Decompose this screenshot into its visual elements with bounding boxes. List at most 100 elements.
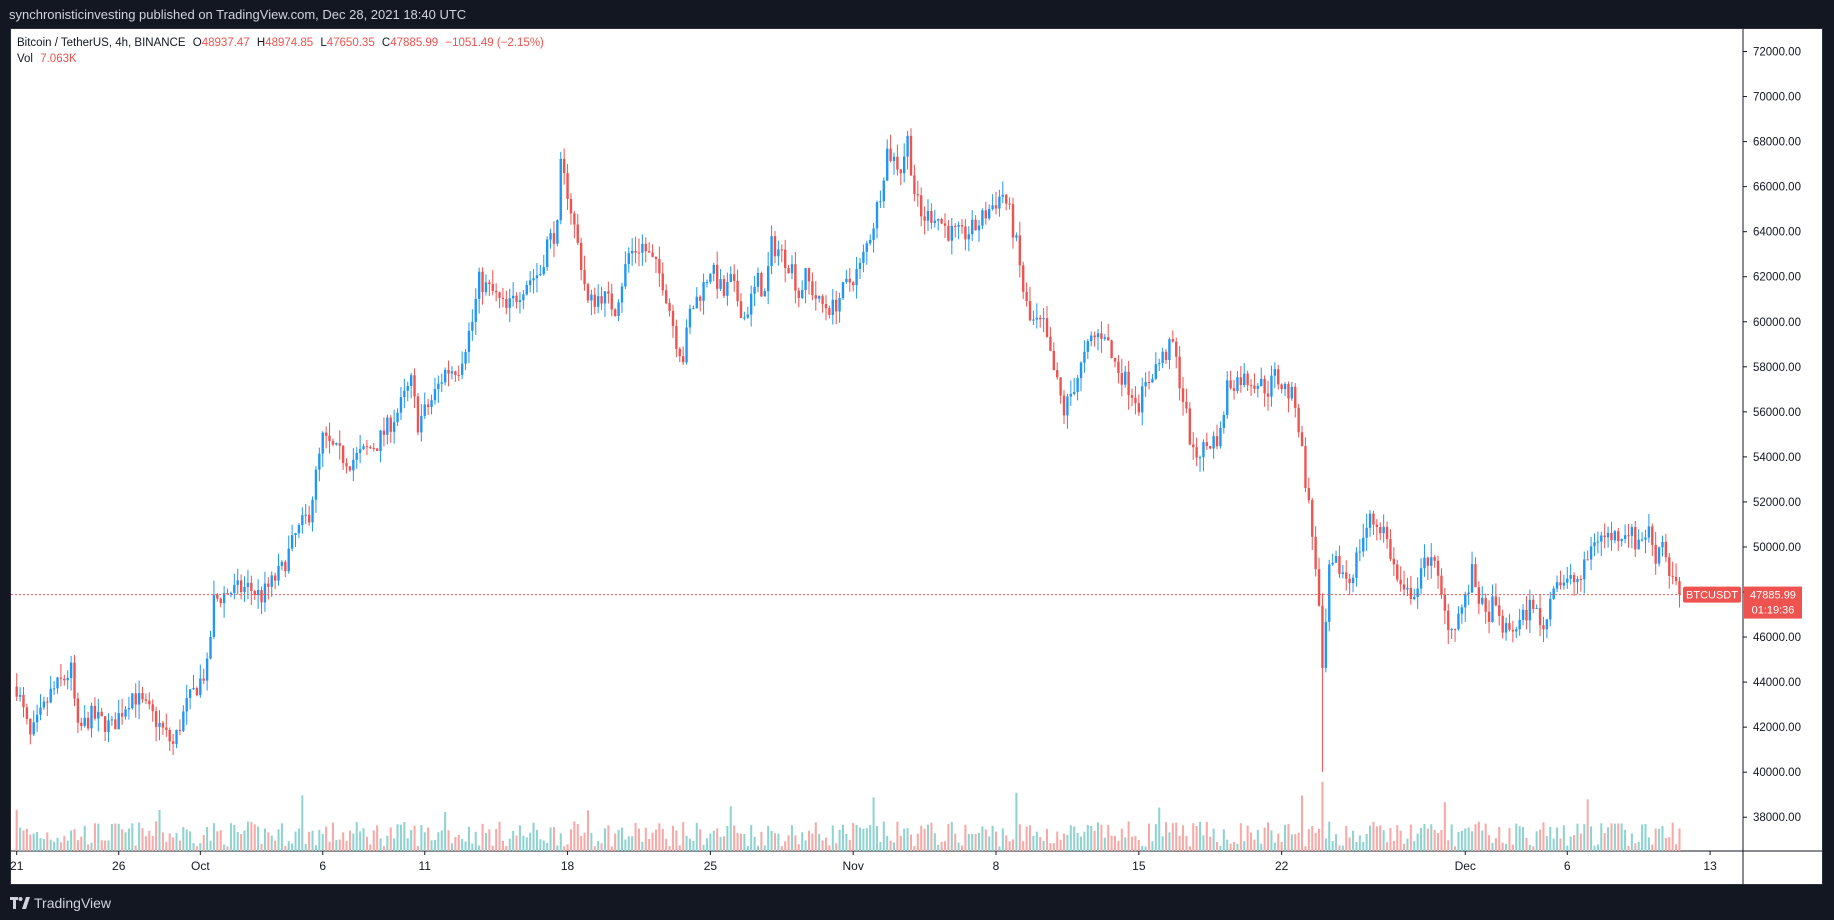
volume-bar bbox=[1610, 823, 1613, 851]
volume-bar bbox=[746, 845, 749, 851]
volume-bar bbox=[433, 840, 436, 851]
candle-body bbox=[1117, 361, 1120, 374]
candle-body bbox=[1011, 204, 1015, 238]
candle-body bbox=[920, 195, 923, 217]
volume-bar bbox=[1505, 843, 1508, 851]
candle-body bbox=[1606, 532, 1610, 538]
candle-body bbox=[1130, 395, 1134, 398]
price-chart[interactable]: 72000.00 70000.00 68000.00 66000.00 64000.00… bbox=[11, 29, 1822, 884]
volume-bar bbox=[76, 840, 79, 851]
candle-body bbox=[243, 586, 246, 593]
candle-body bbox=[1532, 599, 1535, 609]
volume-bar bbox=[903, 828, 906, 851]
volume-bar bbox=[416, 845, 419, 851]
volume-bar bbox=[923, 828, 926, 851]
candle-body bbox=[1379, 527, 1382, 534]
volume-bar bbox=[1212, 828, 1215, 851]
candle-body bbox=[239, 580, 243, 593]
candle-body bbox=[1096, 333, 1100, 338]
candle-body bbox=[1144, 382, 1147, 387]
volume-bar bbox=[63, 835, 66, 851]
candle-body bbox=[1515, 629, 1518, 632]
volume-bar bbox=[784, 841, 787, 851]
candle-body bbox=[1100, 333, 1103, 339]
candle-body bbox=[420, 415, 423, 433]
candle-body bbox=[773, 236, 777, 257]
volume-bar bbox=[294, 831, 297, 851]
candle-body bbox=[681, 356, 685, 363]
volume-bar bbox=[127, 828, 130, 851]
volume-bar bbox=[593, 846, 596, 851]
candle-body bbox=[440, 382, 443, 384]
candle-body bbox=[698, 296, 702, 301]
chart-frame[interactable]: 72000.00 70000.00 68000.00 66000.00 64000.00… bbox=[10, 28, 1823, 885]
candle-body bbox=[1113, 357, 1117, 362]
volume-bar bbox=[1348, 837, 1351, 851]
volume-bar bbox=[1079, 836, 1083, 851]
volume-bar bbox=[981, 826, 984, 851]
volume-bar bbox=[984, 829, 987, 851]
volume-bar bbox=[1226, 839, 1229, 851]
candle-body bbox=[1521, 609, 1525, 620]
volume-bar bbox=[1056, 831, 1059, 851]
candle-body bbox=[630, 250, 634, 254]
candle-body bbox=[246, 582, 250, 587]
candle-body bbox=[1518, 619, 1521, 630]
candle-body bbox=[552, 233, 556, 244]
volume-bar bbox=[1100, 824, 1103, 851]
candle-body bbox=[1018, 235, 1022, 266]
volume-bar bbox=[1301, 795, 1304, 851]
candle-body bbox=[838, 298, 841, 312]
candle-body bbox=[1181, 388, 1185, 402]
volume-bar bbox=[1423, 823, 1426, 851]
volume-bar bbox=[607, 825, 610, 851]
volume-bar bbox=[525, 837, 528, 851]
candle-body bbox=[1589, 546, 1593, 560]
volume-bar bbox=[1464, 828, 1467, 851]
volume-bar bbox=[875, 826, 879, 851]
volume-bar bbox=[161, 832, 164, 851]
candle-body bbox=[1137, 403, 1141, 413]
candle-body bbox=[117, 713, 120, 730]
candle-body bbox=[794, 264, 797, 291]
candle-body bbox=[375, 448, 379, 451]
volume-bar bbox=[471, 843, 474, 851]
volume-bar bbox=[87, 844, 90, 851]
candle-body bbox=[1464, 593, 1467, 608]
candle-body bbox=[971, 219, 974, 235]
candle-body bbox=[763, 291, 766, 297]
volume-bar bbox=[658, 823, 661, 851]
candle-body bbox=[790, 264, 794, 274]
candle-body bbox=[409, 375, 413, 387]
volume-bar bbox=[46, 832, 49, 851]
volume-bar bbox=[797, 844, 800, 851]
candle-body bbox=[1195, 447, 1198, 458]
candle-body bbox=[124, 709, 127, 717]
candle-body bbox=[355, 452, 358, 460]
candle-body bbox=[664, 290, 668, 304]
time-axis[interactable]: 2126Oct6111825Nov81522Dec61320272022 bbox=[11, 851, 1822, 873]
volume-bar bbox=[1260, 843, 1263, 851]
volume-bar bbox=[257, 826, 260, 851]
volume-bar bbox=[573, 821, 576, 851]
candle-body bbox=[675, 326, 678, 349]
candle-body bbox=[1457, 613, 1460, 630]
volume-bar bbox=[1062, 833, 1066, 851]
candle-body bbox=[457, 374, 460, 376]
volume-bar bbox=[1324, 838, 1327, 851]
candle-body bbox=[923, 216, 926, 221]
candle-body bbox=[426, 404, 430, 408]
candle-body bbox=[613, 309, 617, 316]
candle-body bbox=[127, 708, 131, 710]
candle-body bbox=[807, 268, 811, 282]
volume-bar bbox=[1590, 826, 1593, 851]
candle-body bbox=[498, 292, 501, 298]
candle-body bbox=[260, 590, 263, 603]
volume-bar bbox=[1171, 823, 1174, 851]
volume-bar bbox=[1573, 835, 1576, 851]
legend-close-label: C bbox=[381, 37, 391, 49]
tradingview-logo[interactable]: TradingView bbox=[10, 895, 111, 911]
candle-body bbox=[545, 239, 549, 268]
volume-bar bbox=[559, 833, 562, 851]
volume-bar bbox=[22, 830, 25, 851]
